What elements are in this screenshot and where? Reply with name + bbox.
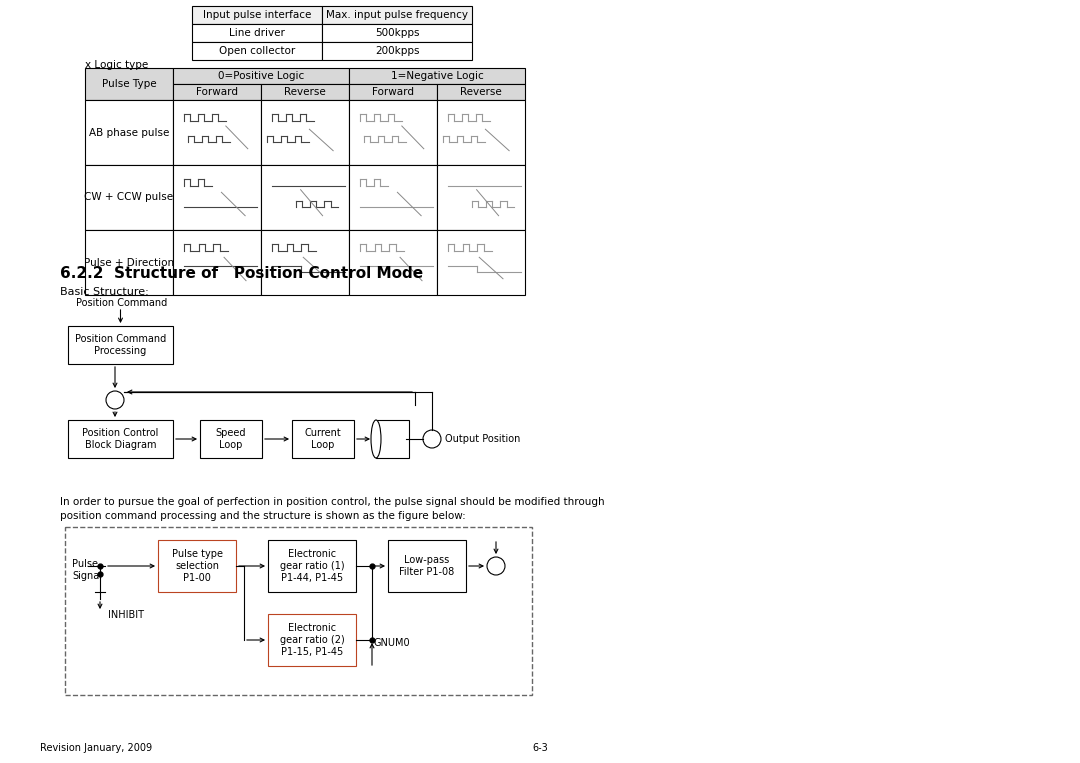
Bar bbox=[349, 165, 437, 230]
Bar bbox=[349, 84, 437, 100]
Bar bbox=[349, 230, 437, 295]
Text: CW + CCW pulse: CW + CCW pulse bbox=[84, 192, 174, 202]
Bar bbox=[437, 165, 525, 230]
Text: Reverse: Reverse bbox=[284, 87, 326, 97]
Bar bbox=[192, 42, 322, 60]
Bar bbox=[158, 540, 237, 592]
Bar bbox=[261, 100, 349, 165]
Bar bbox=[322, 6, 472, 24]
Text: Line driver: Line driver bbox=[229, 28, 285, 38]
Bar bbox=[292, 420, 354, 458]
Bar bbox=[437, 100, 525, 165]
Bar bbox=[173, 68, 349, 84]
Text: Pulse + Direction: Pulse + Direction bbox=[84, 257, 174, 268]
Text: position command processing and the structure is shown as the figure below:: position command processing and the stru… bbox=[60, 511, 465, 521]
Bar bbox=[322, 42, 472, 60]
Bar bbox=[349, 100, 437, 165]
Bar bbox=[376, 420, 409, 458]
Text: Reverse: Reverse bbox=[460, 87, 502, 97]
Bar bbox=[68, 326, 173, 364]
Bar bbox=[68, 420, 173, 458]
Bar bbox=[85, 68, 173, 100]
Text: Revision January, 2009: Revision January, 2009 bbox=[40, 743, 152, 753]
Bar bbox=[322, 24, 472, 42]
Text: Electronic
gear ratio (1)
P1-44, P1-45: Electronic gear ratio (1) P1-44, P1-45 bbox=[280, 549, 345, 583]
Bar bbox=[268, 540, 356, 592]
Ellipse shape bbox=[372, 420, 381, 458]
Text: Pulse type
selection
P1-00: Pulse type selection P1-00 bbox=[172, 549, 222, 583]
Text: Open collector: Open collector bbox=[219, 46, 295, 56]
Text: Input pulse interface: Input pulse interface bbox=[203, 10, 311, 20]
Text: Max. input pulse frequency: Max. input pulse frequency bbox=[326, 10, 468, 20]
Bar bbox=[173, 100, 261, 165]
Bar bbox=[173, 230, 261, 295]
Bar bbox=[192, 24, 322, 42]
Bar bbox=[268, 614, 356, 666]
Bar bbox=[85, 165, 173, 230]
Text: INHIBIT: INHIBIT bbox=[108, 610, 144, 620]
Text: Position Command: Position Command bbox=[76, 298, 167, 308]
Text: Forward: Forward bbox=[195, 87, 238, 97]
Text: Current
Loop: Current Loop bbox=[305, 428, 341, 450]
Text: x Logic type: x Logic type bbox=[85, 60, 148, 70]
Bar bbox=[65, 527, 532, 695]
Bar bbox=[173, 84, 261, 100]
Text: GNUM0: GNUM0 bbox=[374, 638, 410, 648]
Text: 6-3: 6-3 bbox=[532, 743, 548, 753]
Bar bbox=[192, 6, 322, 24]
Bar bbox=[261, 165, 349, 230]
Text: 6.2.2  Structure of   Position Control Mode: 6.2.2 Structure of Position Control Mode bbox=[60, 266, 423, 281]
Text: Pulse
Signal: Pulse Signal bbox=[72, 559, 102, 581]
Text: Electronic
gear ratio (2)
P1-15, P1-45: Electronic gear ratio (2) P1-15, P1-45 bbox=[280, 623, 345, 657]
Bar bbox=[349, 68, 525, 84]
Text: In order to pursue the goal of perfection in position control, the pulse signal : In order to pursue the goal of perfectio… bbox=[60, 497, 605, 507]
Bar bbox=[437, 84, 525, 100]
Bar bbox=[388, 540, 465, 592]
Text: Low-pass
Filter P1-08: Low-pass Filter P1-08 bbox=[400, 555, 455, 577]
Text: Position Command
Processing: Position Command Processing bbox=[75, 334, 166, 356]
Bar bbox=[437, 230, 525, 295]
Text: AB phase pulse: AB phase pulse bbox=[89, 127, 170, 137]
Text: Forward: Forward bbox=[372, 87, 414, 97]
Text: Output Position: Output Position bbox=[445, 434, 521, 444]
Text: 1=Negative Logic: 1=Negative Logic bbox=[391, 71, 484, 81]
Text: Position Control
Block Diagram: Position Control Block Diagram bbox=[82, 428, 159, 450]
Text: 0=Positive Logic: 0=Positive Logic bbox=[218, 71, 305, 81]
Bar bbox=[261, 230, 349, 295]
Bar bbox=[85, 230, 173, 295]
Text: 500kpps: 500kpps bbox=[375, 28, 419, 38]
Text: 200kpps: 200kpps bbox=[375, 46, 419, 56]
Text: Speed
Loop: Speed Loop bbox=[216, 428, 246, 450]
Text: Basic Structure:: Basic Structure: bbox=[60, 287, 149, 297]
Text: Pulse Type: Pulse Type bbox=[102, 79, 157, 89]
Bar bbox=[200, 420, 262, 458]
Bar bbox=[261, 84, 349, 100]
Bar bbox=[85, 100, 173, 165]
Bar bbox=[173, 165, 261, 230]
